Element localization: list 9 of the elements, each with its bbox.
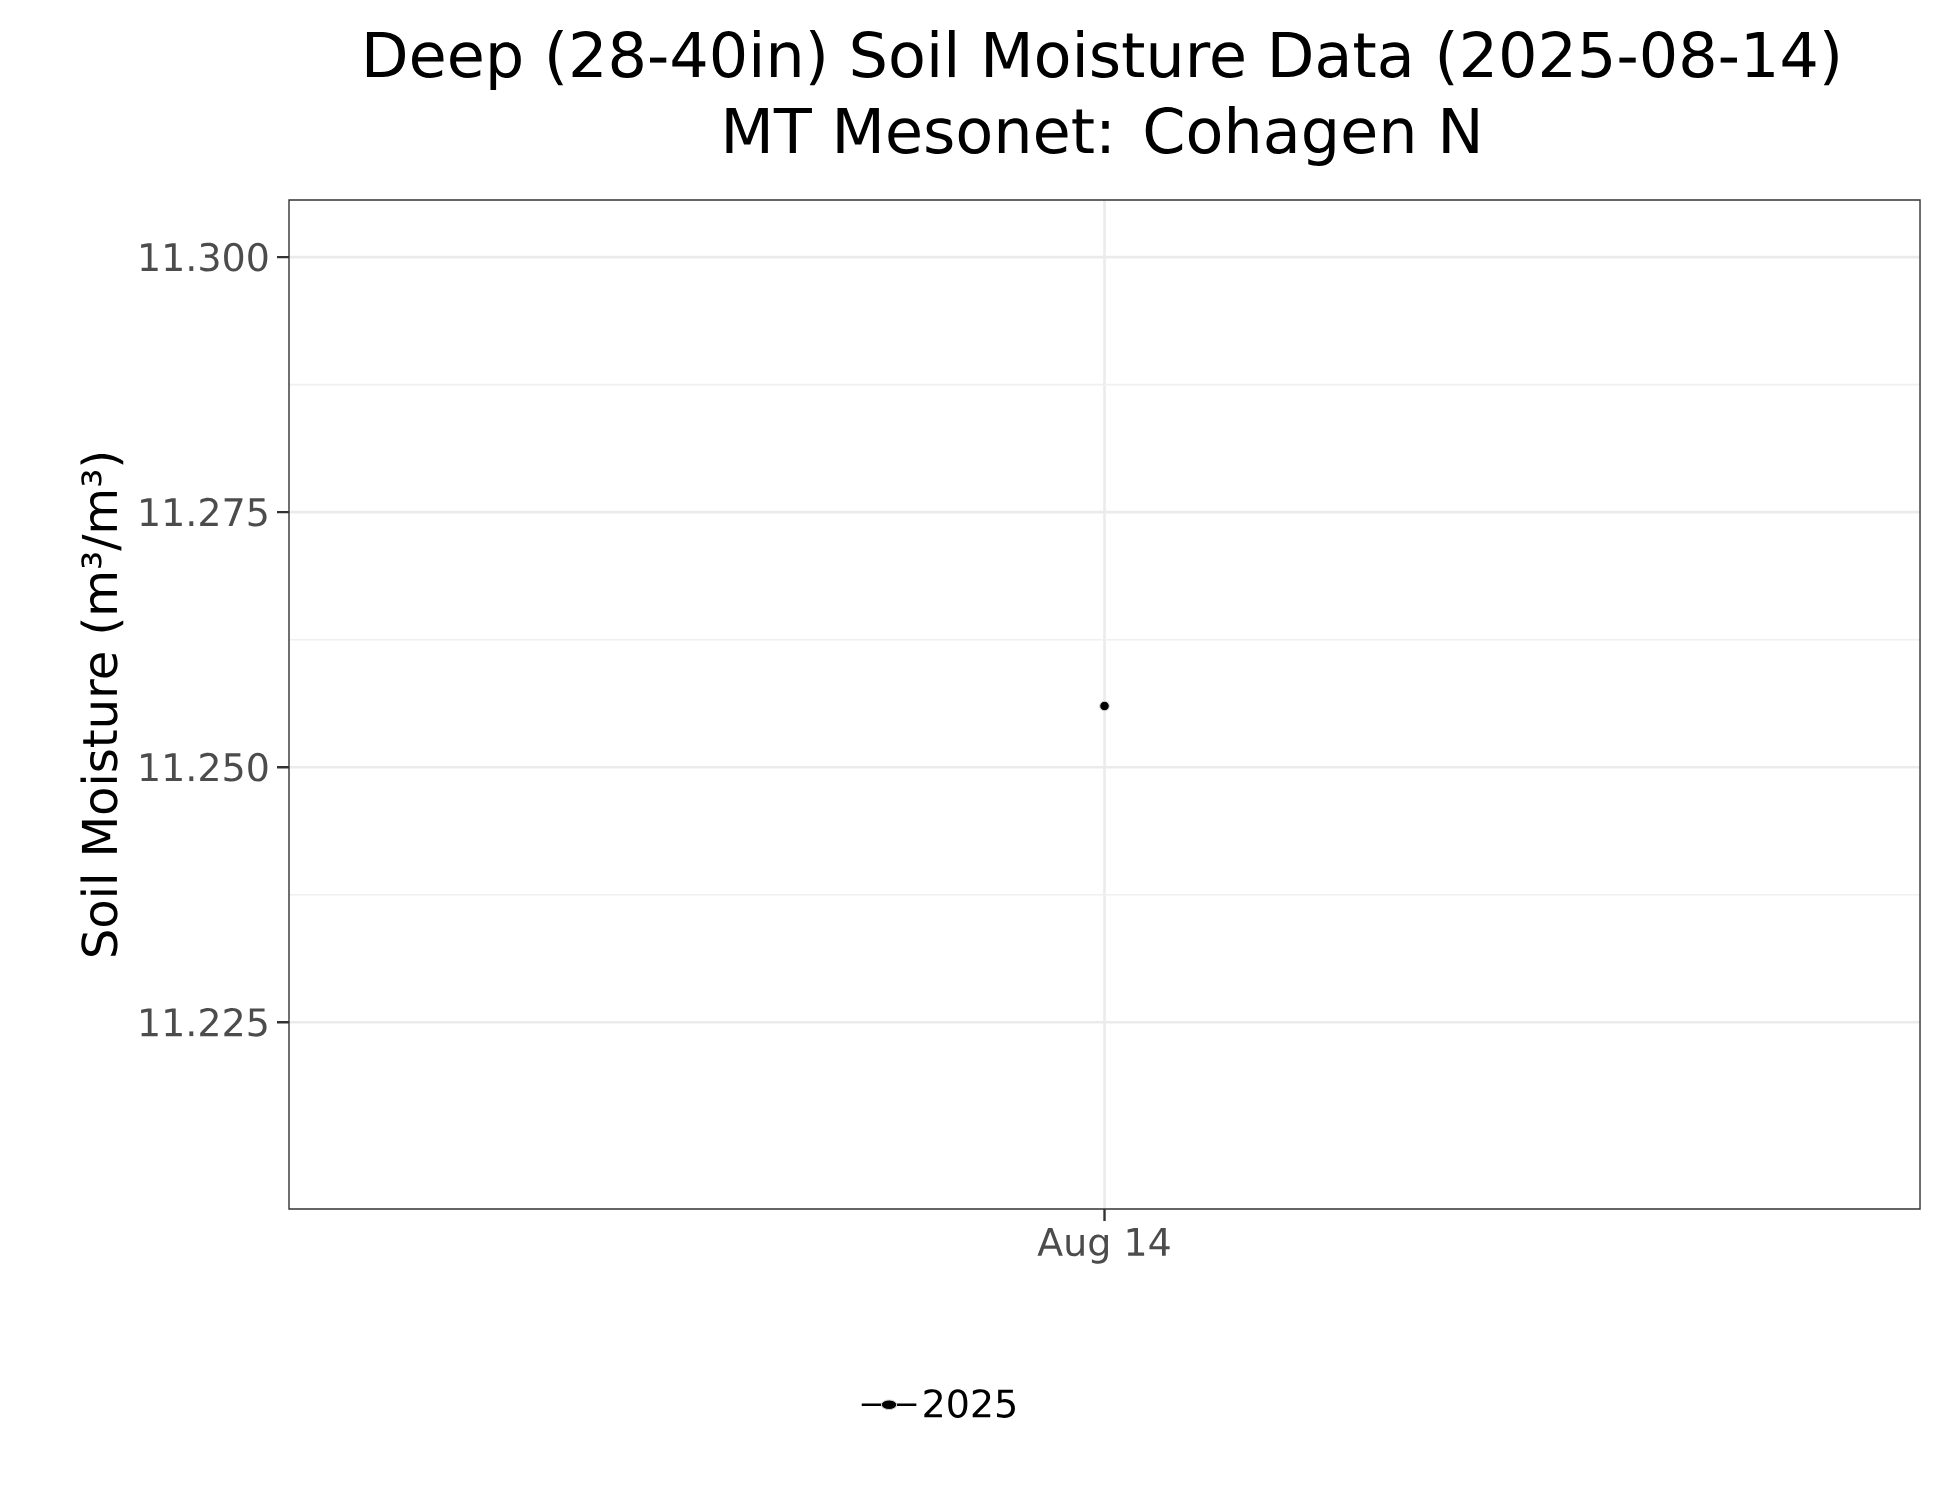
x-tick-label: Aug 14	[1037, 1228, 1170, 1264]
y-axis-title: Soil Moisture (m³/m³)	[80, 454, 124, 956]
chart-title: Deep (28-40in) Soil Moisture Data (2025-08-14)	[366, 29, 1838, 90]
y-tick-label: 11.300	[141, 242, 268, 272]
y-tick-label: 11.225	[141, 1007, 267, 1037]
chart-subtitle: MT Mesonet: Cohagen N	[726, 105, 1478, 166]
y-tick-label: 11.250	[141, 752, 268, 782]
y-tick-label: 11.275	[141, 497, 267, 527]
legend-label: 2025	[924, 1389, 1015, 1418]
